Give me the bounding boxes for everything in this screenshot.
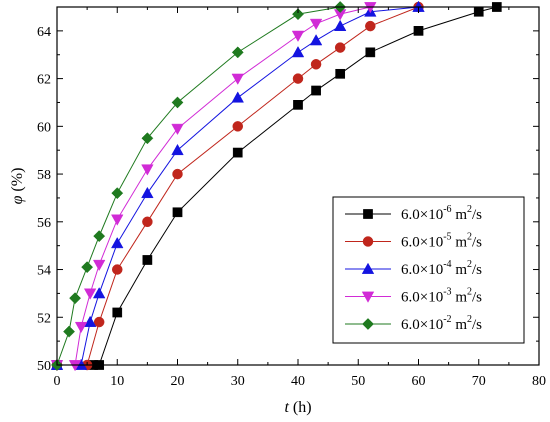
data-point xyxy=(92,287,106,299)
legend-label: 6.0×10-6 m2/s xyxy=(401,204,482,223)
data-point xyxy=(292,8,304,21)
legend-marker xyxy=(362,236,374,247)
data-point xyxy=(142,255,153,265)
data-point xyxy=(171,123,184,136)
legend-item: 6.0×10-3 m2/s xyxy=(345,287,482,306)
y-axis-label: φ (%) xyxy=(9,168,26,205)
data-point xyxy=(232,121,243,132)
x-tick-label: 50 xyxy=(351,374,365,389)
legend-label: 6.0×10-2 m2/s xyxy=(401,314,482,333)
legend-label: 6.0×10-5 m2/s xyxy=(401,232,482,251)
data-point xyxy=(63,325,76,338)
legend: 6.0×10-6 m2/s 6.0×10-5 m2/s 6.0×10-4 m2/s 6… xyxy=(332,196,525,344)
data-point xyxy=(334,42,346,53)
data-point xyxy=(413,26,424,36)
x-axis-label: t (h) xyxy=(284,399,311,416)
data-point xyxy=(141,164,154,176)
series-line xyxy=(57,6,419,366)
data-point xyxy=(171,143,184,156)
y-tick-label: 62 xyxy=(37,73,51,88)
data-point xyxy=(333,19,347,31)
data-point xyxy=(172,168,183,180)
data-point xyxy=(142,216,153,228)
legend-marker xyxy=(361,262,375,274)
x-tick-label: 10 xyxy=(110,374,124,389)
x-tick-label: 20 xyxy=(171,374,185,389)
legend-item: 6.0×10-4 m2/s xyxy=(345,259,482,278)
data-point xyxy=(231,73,244,85)
data-point xyxy=(111,236,124,249)
y-tick-label: 64 xyxy=(37,25,51,40)
x-tick-label: 80 xyxy=(532,374,546,389)
series-3 xyxy=(50,0,425,370)
data-point xyxy=(92,259,106,272)
x-tick-label: 0 xyxy=(54,374,61,389)
data-point xyxy=(69,292,82,305)
legend-item: 6.0×10-5 m2/s xyxy=(345,232,482,251)
y-tick-label: 58 xyxy=(37,168,51,183)
axis-ticks xyxy=(56,7,540,366)
data-point xyxy=(171,96,184,109)
y-tick-label: 56 xyxy=(37,216,51,231)
series-line xyxy=(57,6,371,366)
y-tick-label: 60 xyxy=(37,120,51,135)
y-tick-label: 50 xyxy=(37,359,51,374)
axis-tick-labels: 0 10 20 30 40 50 60 70 80 50 52 54 56 58 60 62 64 xyxy=(37,25,546,389)
data-point xyxy=(93,230,106,243)
data-point xyxy=(172,207,183,218)
data-point xyxy=(111,214,124,226)
data-point xyxy=(231,46,244,59)
x-tick-label: 70 xyxy=(472,374,486,389)
data-point xyxy=(141,132,154,145)
data-point xyxy=(112,264,123,275)
series-line xyxy=(56,6,341,366)
data-point xyxy=(335,68,346,79)
legend-marker xyxy=(362,318,374,330)
data-point xyxy=(292,73,304,84)
data-point xyxy=(311,85,321,96)
y-tick-label: 52 xyxy=(37,311,51,326)
series-4 xyxy=(50,2,377,372)
data-point xyxy=(365,47,376,58)
data-point xyxy=(293,100,303,110)
legend-label: 6.0×10-4 m2/s xyxy=(401,259,482,278)
data-point xyxy=(83,288,97,300)
data-point xyxy=(309,34,323,46)
data-point xyxy=(93,316,105,328)
data-point xyxy=(291,30,305,42)
data-point xyxy=(232,147,243,158)
legend-item: 6.0×10-6 m2/s xyxy=(345,204,482,223)
legend-marker xyxy=(361,291,375,303)
data-point xyxy=(141,186,154,199)
data-point xyxy=(310,59,322,70)
series-line xyxy=(57,6,497,366)
data-point xyxy=(231,91,244,103)
data-point xyxy=(291,46,305,58)
x-tick-label: 30 xyxy=(231,374,245,389)
legend-item: 6.0×10-2 m2/s xyxy=(345,314,482,333)
legend-marker xyxy=(363,209,373,219)
data-point xyxy=(111,187,124,200)
data-point xyxy=(365,20,376,32)
legend-label: 6.0×10-3 m2/s xyxy=(401,287,482,306)
data-point xyxy=(81,261,94,274)
data-point xyxy=(74,321,88,334)
data-point xyxy=(309,18,323,31)
series-5 xyxy=(51,1,347,371)
x-tick-label: 40 xyxy=(291,374,305,389)
series-2 xyxy=(51,1,424,371)
y-tick-label: 54 xyxy=(37,264,51,279)
x-tick-label: 60 xyxy=(412,374,426,389)
data-point xyxy=(112,307,123,318)
data-point xyxy=(83,315,97,327)
